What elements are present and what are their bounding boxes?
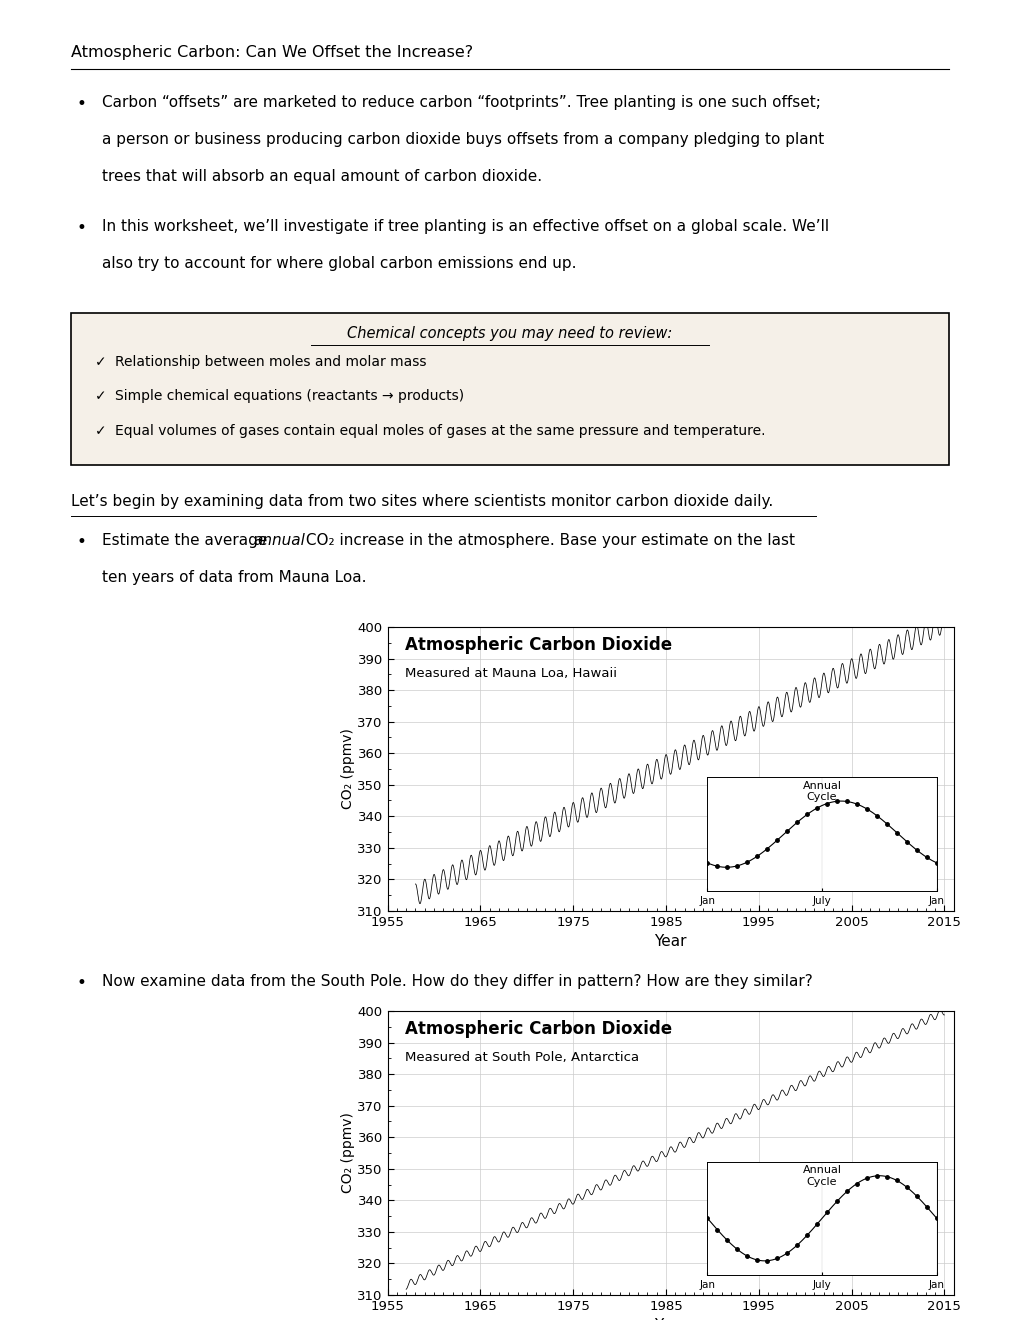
- Text: Atmospheric Carbon Dioxide: Atmospheric Carbon Dioxide: [405, 635, 672, 653]
- Text: Let’s begin by examining data from two sites where scientists monitor carbon dio: Let’s begin by examining data from two s…: [71, 494, 772, 508]
- Text: CO₂ increase in the atmosphere. Base your estimate on the last: CO₂ increase in the atmosphere. Base you…: [301, 533, 794, 548]
- X-axis label: Year: Year: [654, 1319, 686, 1320]
- Text: Relationship between moles and molar mass: Relationship between moles and molar mas…: [115, 355, 426, 370]
- FancyBboxPatch shape: [71, 313, 948, 465]
- Text: also try to account for where global carbon emissions end up.: also try to account for where global car…: [102, 256, 576, 271]
- Y-axis label: CO₂ (ppmv): CO₂ (ppmv): [340, 1113, 355, 1193]
- Text: Measured at South Pole, Antarctica: Measured at South Pole, Antarctica: [405, 1051, 638, 1064]
- X-axis label: Year: Year: [654, 935, 686, 949]
- Text: Simple chemical equations (reactants → products): Simple chemical equations (reactants → p…: [115, 389, 464, 404]
- Text: Atmospheric Carbon Dioxide: Atmospheric Carbon Dioxide: [405, 1019, 672, 1038]
- Text: Atmospheric Carbon: Can We Offset the Increase?: Atmospheric Carbon: Can We Offset the In…: [71, 45, 473, 59]
- Text: ten years of data from Mauna Loa.: ten years of data from Mauna Loa.: [102, 570, 366, 585]
- Text: Now examine data from the South Pole. How do they differ in pattern? How are the: Now examine data from the South Pole. Ho…: [102, 974, 812, 989]
- Text: ✓: ✓: [95, 355, 106, 370]
- Text: annual: annual: [253, 533, 305, 548]
- Text: Carbon “offsets” are marketed to reduce carbon “footprints”. Tree planting is on: Carbon “offsets” are marketed to reduce …: [102, 95, 820, 110]
- Text: a person or business producing carbon dioxide buys offsets from a company pledgi: a person or business producing carbon di…: [102, 132, 823, 147]
- Y-axis label: CO₂ (ppmv): CO₂ (ppmv): [340, 729, 355, 809]
- Text: •: •: [76, 95, 87, 114]
- Text: ✓: ✓: [95, 389, 106, 404]
- Text: Estimate the average: Estimate the average: [102, 533, 272, 548]
- Text: •: •: [76, 974, 87, 993]
- Text: Measured at Mauna Loa, Hawaii: Measured at Mauna Loa, Hawaii: [405, 667, 615, 680]
- Text: Equal volumes of gases contain equal moles of gases at the same pressure and tem: Equal volumes of gases contain equal mol…: [115, 424, 765, 438]
- Text: •: •: [76, 219, 87, 238]
- Text: Chemical concepts you may need to review:: Chemical concepts you may need to review…: [347, 326, 672, 341]
- Text: trees that will absorb an equal amount of carbon dioxide.: trees that will absorb an equal amount o…: [102, 169, 541, 183]
- Text: In this worksheet, we’ll investigate if tree planting is an effective offset on : In this worksheet, we’ll investigate if …: [102, 219, 828, 234]
- Text: •: •: [76, 533, 87, 552]
- Text: ✓: ✓: [95, 424, 106, 438]
